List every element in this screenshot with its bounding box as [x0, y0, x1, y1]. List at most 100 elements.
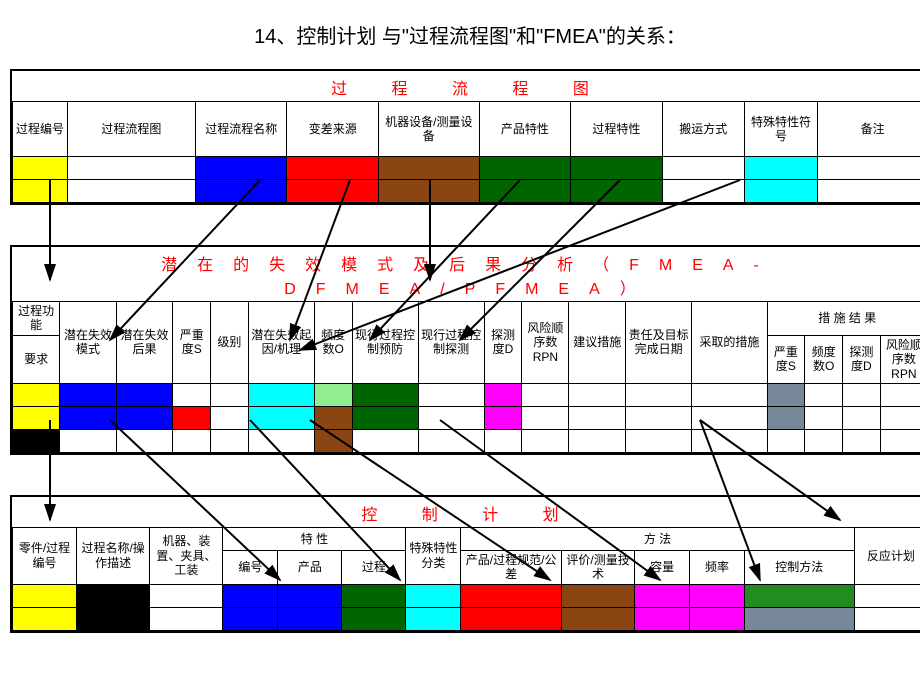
- color-cell: [744, 157, 817, 180]
- color-cell: [378, 180, 479, 203]
- color-cell: [13, 157, 68, 180]
- color-cell: [744, 180, 817, 203]
- t3-header: 过程名称/操作描述: [77, 527, 150, 584]
- color-cell: [150, 607, 223, 630]
- t2-header: 级别: [211, 302, 249, 384]
- color-cell: [211, 383, 249, 406]
- color-cell: [461, 607, 562, 630]
- color-cell: [223, 607, 278, 630]
- color-cell: [314, 406, 352, 429]
- color-cell: [13, 584, 77, 607]
- t3-header: 评价/测量技术: [561, 550, 634, 584]
- color-cell: [842, 383, 880, 406]
- color-cell: [211, 429, 249, 452]
- color-cell: [662, 180, 744, 203]
- color-cell: [173, 383, 211, 406]
- color-cell: [479, 157, 571, 180]
- color-cell: [173, 406, 211, 429]
- color-cell: [195, 157, 287, 180]
- color-cell: [60, 406, 117, 429]
- color-cell: [406, 607, 461, 630]
- t3-header: 控制方法: [744, 550, 854, 584]
- color-cell: [461, 584, 562, 607]
- color-cell: [767, 383, 805, 406]
- t1-header: 搬运方式: [662, 102, 744, 157]
- t2-header: 探测度D: [842, 335, 880, 383]
- color-cell: [880, 429, 920, 452]
- color-cell: [60, 383, 117, 406]
- t2-head-left2: 要求: [13, 335, 60, 383]
- color-cell: [116, 406, 173, 429]
- table2: 过程功能潜在失效模式潜在失效后果严重度S级别潜在失效起因/机理频度数O现行过程控…: [12, 301, 920, 453]
- control-plan-block: 控 制 计 划 零件/过程编号过程名称/操作描述机器、装置、夹具、工装特 性特殊…: [10, 495, 920, 633]
- color-cell: [690, 607, 745, 630]
- color-cell: [211, 406, 249, 429]
- color-cell: [352, 429, 418, 452]
- color-cell: [248, 406, 314, 429]
- color-cell: [854, 607, 920, 630]
- t3-header: 特殊特性分类: [406, 527, 461, 584]
- t3-header: 编号: [223, 550, 278, 584]
- color-cell: [278, 607, 342, 630]
- color-cell: [626, 383, 692, 406]
- t1-header: 机器设备/测量设备: [378, 102, 479, 157]
- color-cell: [287, 180, 379, 203]
- color-cell: [116, 383, 173, 406]
- color-cell: [418, 383, 484, 406]
- color-cell: [342, 584, 406, 607]
- t2-header: 风险顺序数RPN: [522, 302, 569, 384]
- color-cell: [314, 383, 352, 406]
- color-cell: [635, 584, 690, 607]
- color-cell: [116, 429, 173, 452]
- t3-header: 机器、装置、夹具、工装: [150, 527, 223, 584]
- t2-header: 潜在失效后果: [116, 302, 173, 384]
- t2-head-left: 过程功能: [13, 302, 60, 336]
- t2-header: 频度数O: [314, 302, 352, 384]
- color-cell: [626, 406, 692, 429]
- t1-header: 变差来源: [287, 102, 379, 157]
- color-cell: [744, 584, 854, 607]
- color-cell: [569, 429, 626, 452]
- t2-header: 风险顺序数RPN: [880, 335, 920, 383]
- t2-header: 潜在失效起因/机理: [248, 302, 314, 384]
- t3-header: 产品/过程规范/公差: [461, 550, 562, 584]
- color-cell: [67, 157, 195, 180]
- t2-header: 现行过程控制预防: [352, 302, 418, 384]
- color-cell: [805, 406, 843, 429]
- color-cell: [352, 406, 418, 429]
- color-cell: [626, 429, 692, 452]
- t2-header: 采取的措施: [692, 302, 767, 384]
- color-cell: [662, 157, 744, 180]
- color-cell: [571, 180, 663, 203]
- color-cell: [173, 429, 211, 452]
- color-cell: [842, 429, 880, 452]
- color-cell: [692, 406, 767, 429]
- color-cell: [805, 383, 843, 406]
- color-cell: [13, 180, 68, 203]
- t2-header: 频度数O: [805, 335, 843, 383]
- color-cell: [150, 584, 223, 607]
- color-cell: [561, 584, 634, 607]
- t1-header: 特殊特性符号: [744, 102, 817, 157]
- color-cell: [278, 584, 342, 607]
- color-cell: [248, 429, 314, 452]
- color-cell: [522, 406, 569, 429]
- color-cell: [223, 584, 278, 607]
- t1-title: 过 程 流 程 图: [12, 75, 920, 99]
- color-cell: [767, 429, 805, 452]
- color-cell: [569, 406, 626, 429]
- color-cell: [342, 607, 406, 630]
- t3-header: 容量: [635, 550, 690, 584]
- color-cell: [690, 584, 745, 607]
- color-cell: [571, 157, 663, 180]
- color-cell: [880, 383, 920, 406]
- color-cell: [880, 406, 920, 429]
- table3: 零件/过程编号过程名称/操作描述机器、装置、夹具、工装特 性特殊特性分类方 法反…: [12, 527, 920, 631]
- color-cell: [818, 157, 920, 180]
- process-flow-block: 过 程 流 程 图 过程编号过程流程图过程流程名称变差来源机器设备/测量设备产品…: [10, 69, 920, 205]
- color-cell: [67, 180, 195, 203]
- color-cell: [378, 157, 479, 180]
- color-cell: [13, 406, 60, 429]
- color-cell: [60, 429, 117, 452]
- t1-header: 过程流程名称: [195, 102, 287, 157]
